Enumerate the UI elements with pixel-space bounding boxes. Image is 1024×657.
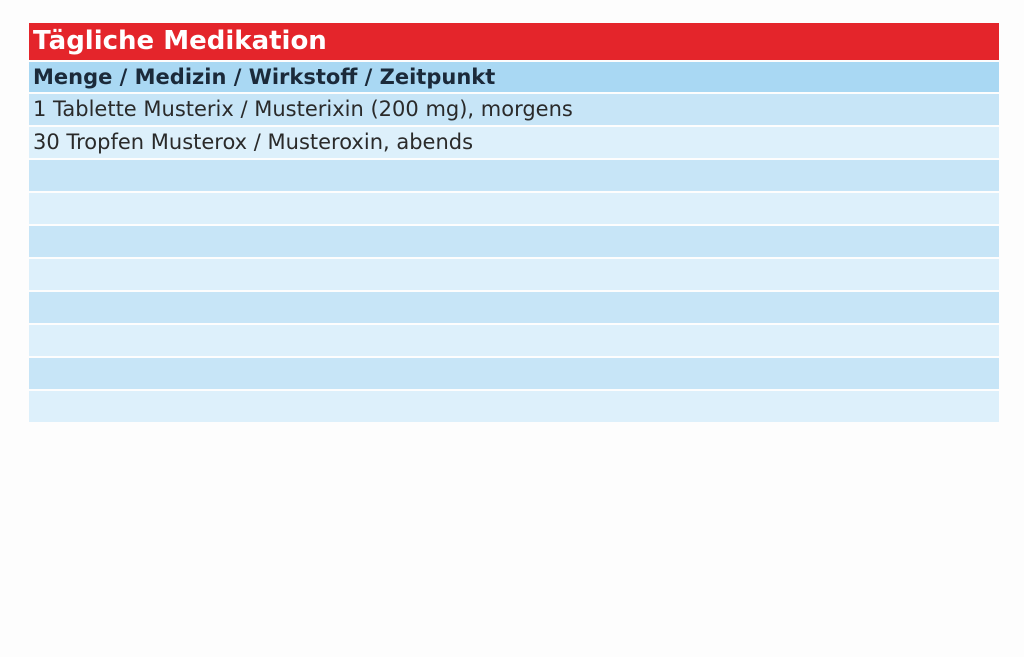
table-row: 1 Tablette Musterix / Musterixin (200 mg…	[29, 94, 999, 125]
table-row	[29, 226, 999, 257]
table-row	[29, 325, 999, 356]
table-row	[29, 259, 999, 290]
table-row	[29, 391, 999, 422]
table-row	[29, 193, 999, 224]
medication-sheet: Tägliche Medikation Menge / Medizin / Wi…	[29, 23, 999, 422]
table-row	[29, 160, 999, 191]
table-title: Tägliche Medikation	[29, 23, 999, 60]
table-row	[29, 358, 999, 389]
table-row	[29, 292, 999, 323]
table-row: 30 Tropfen Musterox / Musteroxin, abends	[29, 127, 999, 158]
medication-rows: 1 Tablette Musterix / Musterixin (200 mg…	[29, 94, 999, 422]
table-header: Menge / Medizin / Wirkstoff / Zeitpunkt	[29, 62, 999, 92]
